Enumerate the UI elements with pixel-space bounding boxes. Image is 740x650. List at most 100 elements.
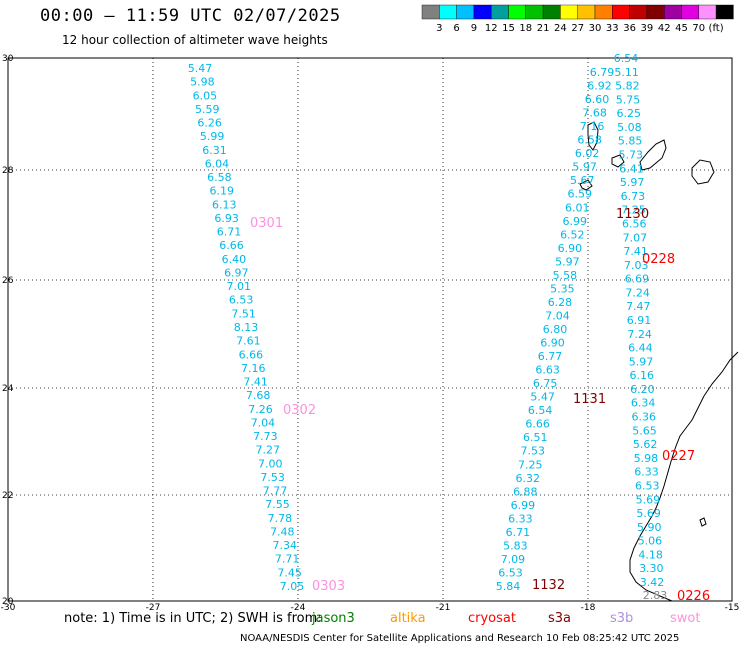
swh-value: 7.48 [270, 525, 295, 538]
swh-value: 7.45 [277, 566, 302, 579]
swh-value: 5.97 [555, 255, 580, 268]
swh-value: 6.66 [239, 348, 264, 361]
swh-value: 5.98 [190, 76, 215, 89]
swh-value: 6.90 [558, 242, 583, 255]
swh-value: 6.73 [621, 190, 646, 203]
swh-value: 6.01 [565, 201, 590, 214]
swh-value-gray: 2.83 [643, 589, 668, 602]
lat-tick-label: 22 [2, 491, 13, 501]
pass-time-label: 0301 [250, 216, 283, 231]
swh-value: 5.90 [637, 521, 662, 534]
swh-value: 5.83 [503, 539, 528, 552]
swh-value: 6.54 [614, 52, 639, 65]
swh-value: 6.19 [210, 185, 235, 198]
swh-value: 5.62 [633, 438, 658, 451]
colorbar-swatch [508, 4, 526, 20]
swh-value: 5.67 [570, 174, 595, 187]
colorbar-tick-label: 12 [485, 23, 498, 34]
swh-value: 5.58 [553, 269, 578, 282]
island-gomera [611, 154, 625, 168]
swh-value: 7.47 [626, 300, 651, 313]
swh-value: 6.33 [634, 466, 659, 479]
lat-tick-label: 26 [2, 276, 14, 286]
swh-value: 7.24 [625, 286, 650, 299]
pass-time-label: 1132 [532, 578, 565, 593]
swh-value: 7.16 [580, 120, 605, 133]
swh-value: 7.41 [623, 245, 648, 258]
colorbar-tick-label: 42 [658, 23, 671, 34]
swh-value: 5.47 [530, 391, 555, 404]
colorbar-swatch [698, 4, 717, 20]
pass-time-labels: 0301 0302 0303 1130 0228 1131 0227 1132 0226 [250, 207, 710, 604]
swh-value: 7.68 [246, 389, 271, 402]
colorbar-tick-label: 45 [675, 23, 688, 34]
colorbar-swatch [629, 4, 648, 20]
swh-value: 7.53 [520, 445, 545, 458]
swh-value: 3.42 [640, 576, 665, 589]
swh-value: 6.53 [635, 479, 660, 492]
island-gran-canaria [691, 159, 715, 185]
colorbar-tick-label: (ft) [709, 23, 724, 34]
swh-value: 7.51 [231, 307, 256, 320]
map-subtitle: 12 hour collection of altimeter wave hei… [62, 33, 328, 47]
swh-value: 7.05 [280, 580, 305, 593]
swh-value: 6.90 [540, 337, 565, 350]
swh-value: 6.99 [563, 215, 588, 228]
swh-value: 6.54 [528, 404, 553, 417]
swh-value: 6.05 [193, 89, 218, 102]
colorbar-swatch [439, 4, 457, 20]
swh-value: 5.69 [636, 507, 661, 520]
swh-value: 7.53 [260, 471, 285, 484]
swh-value: 7.26 [248, 403, 273, 416]
african-coastline [629, 351, 739, 602]
swh-value: 6.16 [629, 369, 654, 382]
sat-s3b: s3b [610, 611, 634, 626]
map-frame [7, 57, 733, 602]
swh-value: 7.71 [275, 553, 300, 566]
colorbar-tick-label: 9 [471, 23, 477, 34]
swh-value: 6.28 [548, 296, 573, 309]
swh-value: 6.66 [219, 239, 244, 252]
swh-value: 5.98 [634, 452, 659, 465]
sat-cryosat: cryosat [468, 611, 516, 626]
colorbar-swatch [594, 4, 613, 20]
swh-value: 5.97 [620, 176, 645, 189]
colorbar-swatch [577, 4, 596, 20]
colorbar-tick-label: 36 [623, 23, 636, 34]
map-title: 00:00 – 11:59 UTC 02/07/2025 [40, 6, 341, 26]
swh-value: 7.77 [263, 485, 288, 498]
pass-time-label: 1131 [573, 392, 606, 407]
swh-value: 6.79 [590, 66, 615, 79]
swh-value: 7.03 [624, 259, 649, 272]
swh-value: 5.69 [636, 493, 661, 506]
swh-value: 5.82 [615, 80, 640, 93]
swh-value: 6.59 [567, 188, 592, 201]
colorbar-swatch [456, 4, 475, 20]
swh-value: 7.07 [623, 231, 648, 244]
swh-value: 6.92 [587, 80, 612, 93]
colorbar-swatch [715, 4, 734, 20]
lon-tick-label: -24 [291, 603, 306, 613]
swh-value: 5.97 [629, 355, 654, 368]
swh-value: 6.20 [630, 383, 655, 396]
sat-jason3: jason3 [312, 611, 355, 626]
swh-value: 7.25 [621, 204, 646, 217]
colorbar-tick-label: 3 [436, 23, 442, 34]
swh-value: 5.85 [618, 135, 643, 148]
colorbar-tick-label: 27 [571, 23, 584, 34]
swh-value: 6.58 [207, 171, 232, 184]
swh-value: 6.88 [513, 485, 538, 498]
swh-value: 7.04 [545, 309, 570, 322]
swh-value: 7.55 [265, 498, 290, 511]
lon-tick-label: -18 [581, 603, 596, 613]
lon-tick-label: -30 [1, 603, 16, 613]
swh-value: 5.84 [496, 580, 521, 593]
swh-value: 6.36 [632, 411, 657, 424]
swh-value: 6.58 [577, 134, 602, 147]
swh-value: 6.02 [575, 147, 600, 160]
sat-altika: altika [390, 611, 426, 626]
swh-value: 6.32 [516, 472, 541, 485]
swh-value: 6.33 [508, 512, 533, 525]
island-el-hierro [579, 179, 593, 191]
swh-value: 6.31 [202, 144, 227, 157]
